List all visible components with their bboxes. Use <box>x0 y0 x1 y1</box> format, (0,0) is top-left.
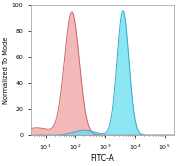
Y-axis label: Normalized To Mode: Normalized To Mode <box>4 37 10 104</box>
X-axis label: FITC-A: FITC-A <box>90 154 114 163</box>
